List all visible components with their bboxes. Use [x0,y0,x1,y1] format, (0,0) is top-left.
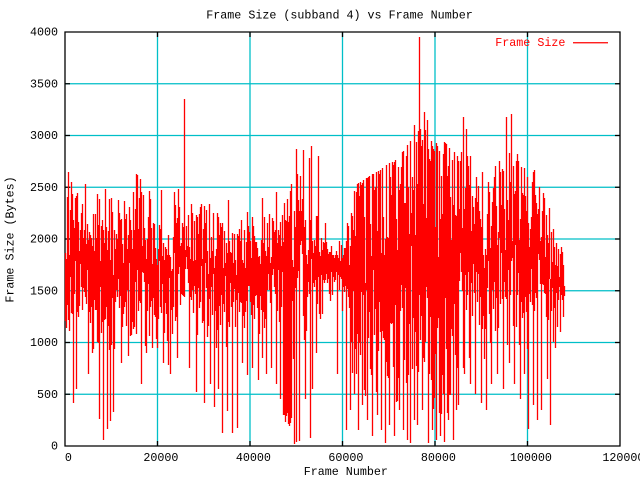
svg-text:500: 500 [37,388,58,402]
svg-text:60000: 60000 [328,451,363,465]
svg-text:120000: 120000 [602,451,640,465]
svg-text:20000: 20000 [143,451,178,465]
svg-text:1500: 1500 [30,284,58,298]
svg-text:80000: 80000 [421,451,456,465]
svg-text:2500: 2500 [30,181,58,195]
svg-text:2000: 2000 [30,233,58,247]
svg-text:Frame Size (subband 4) vs Fram: Frame Size (subband 4) vs Frame Number [206,9,473,23]
svg-text:Frame Size: Frame Size [495,36,565,50]
svg-text:Frame Size (Bytes): Frame Size (Bytes) [4,176,18,302]
svg-text:1000: 1000 [30,336,58,350]
svg-text:40000: 40000 [236,451,271,465]
svg-text:3500: 3500 [30,77,58,91]
svg-text:100000: 100000 [510,451,552,465]
svg-text:3000: 3000 [30,129,58,143]
svg-text:4000: 4000 [30,26,58,40]
svg-text:Frame Number: Frame Number [304,465,388,479]
svg-text:0: 0 [51,440,58,454]
svg-text:0: 0 [65,451,72,465]
